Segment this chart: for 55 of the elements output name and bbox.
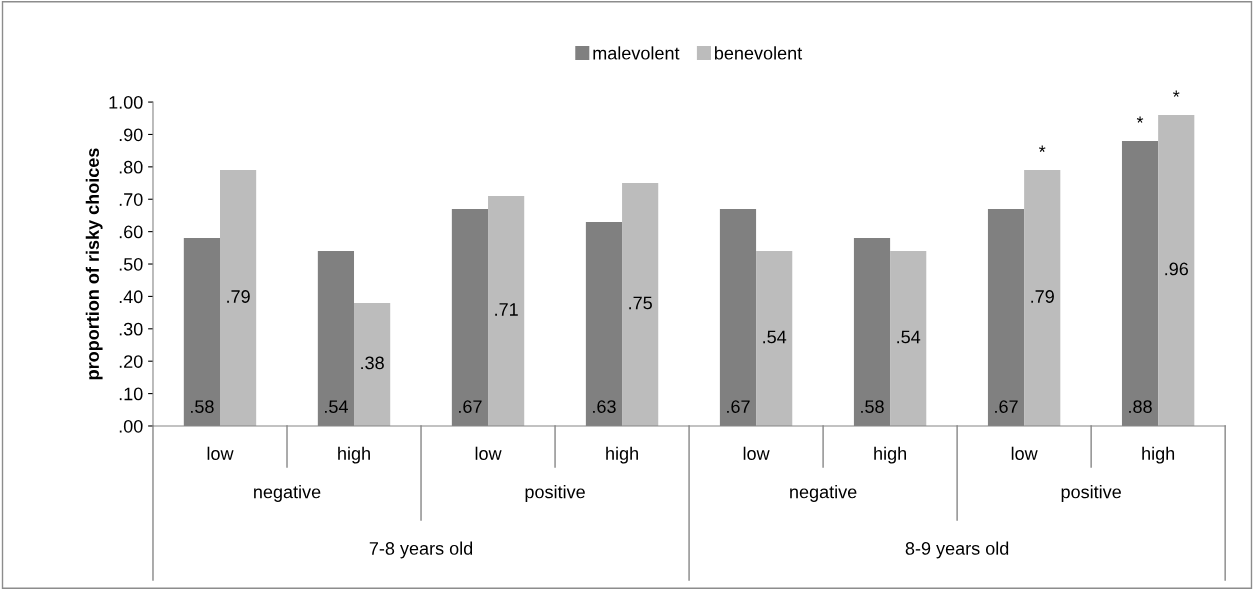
- y-tick-label: .80: [119, 160, 143, 174]
- text: negative: [790, 485, 857, 502]
- data-label: .71: [495, 303, 518, 316]
- bar: [1024, 170, 1061, 426]
- data-label: .67: [459, 400, 482, 414]
- bar: [354, 302, 391, 426]
- data-label: .75: [629, 296, 652, 310]
- data-label: .67: [995, 400, 1018, 414]
- annotation: *: [1136, 116, 1144, 123]
- bar: [1158, 115, 1195, 426]
- bar: [890, 251, 927, 426]
- y-tick-label: .60: [119, 225, 143, 239]
- text: *: [1173, 90, 1180, 97]
- bar: [488, 196, 525, 426]
- x-tick-label: high: [1142, 446, 1175, 464]
- data-label: .38: [361, 356, 384, 370]
- data-label: .79: [1031, 290, 1054, 303]
- y-tick-label: .00: [119, 419, 143, 433]
- bar: [622, 183, 659, 426]
- bar: [220, 170, 257, 426]
- y-tick-label: .30: [119, 322, 143, 336]
- data-label: .67: [727, 400, 750, 414]
- y-tick-label: .20: [119, 355, 143, 368]
- x-tick-label: low: [1011, 446, 1038, 460]
- text: positive: [1061, 485, 1121, 502]
- text: 8-9 years old: [905, 541, 1009, 559]
- bar: [756, 251, 793, 426]
- text: negative: [254, 485, 321, 502]
- x-tick-label: low: [207, 446, 234, 460]
- data-label: .54: [897, 330, 921, 344]
- data-label: .58: [191, 400, 214, 414]
- y-tick-label: .40: [119, 290, 143, 304]
- legend-label: benevolent: [715, 46, 803, 60]
- data-label: .79: [227, 290, 250, 303]
- annotation: *: [1039, 145, 1046, 152]
- y-axis-title: proportion of risky choices: [85, 148, 103, 380]
- data-label: .88: [1129, 400, 1152, 414]
- x-tick-label: high: [874, 446, 906, 464]
- y-tick-label: .50: [119, 257, 143, 271]
- x-tick-label: high: [338, 446, 370, 464]
- text: positive: [525, 485, 585, 502]
- legend-label: malevolent: [593, 46, 680, 60]
- data-label: .58: [861, 400, 884, 414]
- y-tick-label: 1.00: [109, 96, 143, 109]
- data-label: .54: [763, 330, 787, 344]
- data-label: .54: [325, 400, 348, 414]
- data-label: .63: [593, 400, 616, 414]
- x-tick-label: low: [743, 446, 770, 460]
- x-tick-label: high: [606, 446, 638, 464]
- y-tick-label: .70: [119, 193, 143, 206]
- y-tick-label: .10: [119, 387, 143, 401]
- text: 7-8 years old: [369, 541, 473, 559]
- x-tick-label: low: [475, 446, 502, 460]
- data-label: .96: [1165, 262, 1188, 276]
- y-tick-label: .90: [119, 128, 143, 142]
